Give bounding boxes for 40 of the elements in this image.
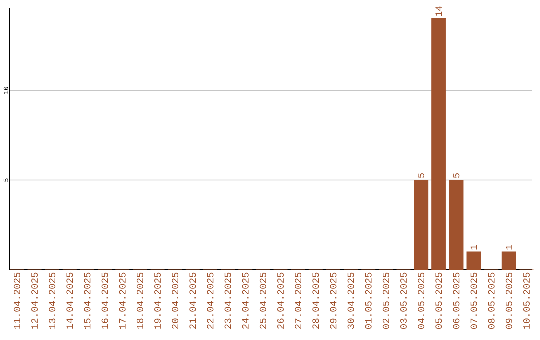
bar bbox=[502, 252, 516, 270]
x-tick-label: 25.04.2025 bbox=[260, 272, 266, 329]
x-tick-label: 28.04.2025 bbox=[312, 272, 320, 329]
x-tick-label: 19.04.2025 bbox=[154, 272, 161, 329]
x-tick-label: 30.04.2025 bbox=[348, 272, 354, 330]
x-tick-label: 23.04.2025 bbox=[224, 272, 232, 329]
data-label: 5 bbox=[453, 174, 460, 178]
x-tick-label: 11.04.2025 bbox=[14, 272, 20, 329]
bar bbox=[432, 18, 446, 270]
x-tick-label: 24.04.2025 bbox=[242, 272, 249, 329]
x-tick-label: 07.05.2025 bbox=[470, 272, 478, 330]
bar bbox=[414, 180, 429, 270]
x-tick-label: 18.04.2025 bbox=[136, 272, 144, 329]
x-tick-label: 08.05.2025 bbox=[488, 272, 495, 330]
x-tick-label: 10.05.2025 bbox=[523, 272, 530, 329]
x-tick-label: 15.04.2025 bbox=[84, 272, 91, 329]
data-label: 14 bbox=[436, 6, 442, 16]
x-tick-label: 06.05.2025 bbox=[453, 272, 460, 330]
data-label: 1 bbox=[506, 245, 512, 250]
x-tick-label: 09.05.2025 bbox=[506, 272, 512, 330]
x-tick-label: 21.04.2025 bbox=[190, 272, 196, 329]
x-tick-label: 05.05.2025 bbox=[436, 272, 442, 330]
bar bbox=[466, 252, 482, 270]
x-tick-label: 26.04.2025 bbox=[278, 272, 284, 329]
x-tick-label: 02.05.2025 bbox=[382, 272, 390, 330]
data-label: 1 bbox=[470, 245, 478, 250]
x-tick-label: 03.05.2025 bbox=[400, 272, 407, 330]
x-tick-label: 12.04.2025 bbox=[32, 272, 38, 329]
x-tick-label: 01.05.2025 bbox=[365, 272, 372, 330]
x-tick-label: 14.04.2025 bbox=[66, 272, 74, 329]
x-tick-label: 04.05.2025 bbox=[418, 272, 425, 330]
x-tick-label: 16.04.2025 bbox=[102, 272, 108, 329]
x-tick-label: 13.04.2025 bbox=[49, 272, 56, 329]
x-tick-label: 20.04.2025 bbox=[172, 272, 179, 329]
x-tick-label: 22.04.2025 bbox=[207, 272, 214, 329]
data-label: 5 bbox=[418, 174, 424, 178]
x-tick-label: 27.04.2025 bbox=[295, 272, 302, 329]
x-tick-label: 29.04.2025 bbox=[330, 272, 337, 329]
x-tick-label: 17.04.2025 bbox=[119, 272, 126, 329]
bar bbox=[449, 180, 464, 270]
